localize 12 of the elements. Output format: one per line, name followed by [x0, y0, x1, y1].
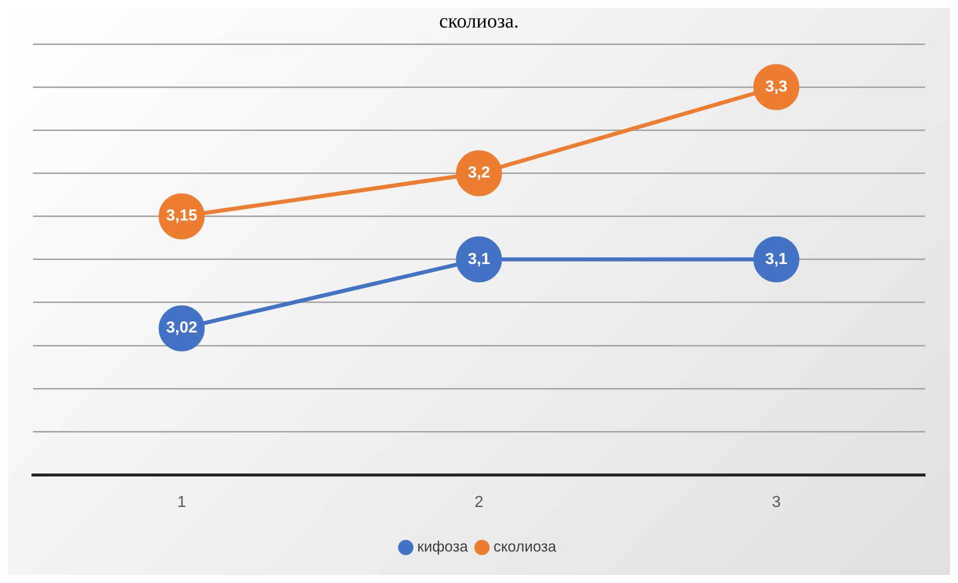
data-label: 3,2: [468, 164, 490, 182]
data-label: 3,02: [166, 320, 198, 337]
data-label: 3,1: [765, 250, 788, 268]
data-label: 3,1: [468, 250, 490, 268]
chart-title: сколиоза.: [439, 10, 519, 32]
legend-label: сколиоза: [493, 538, 557, 556]
x-tick-label: 3: [772, 494, 781, 511]
x-tick-label: 1: [177, 494, 186, 511]
data-label: 3,3: [765, 78, 788, 96]
x-tick-label: 2: [474, 494, 484, 511]
data-label: 3,15: [166, 208, 198, 225]
legend-label: кифоза: [417, 538, 469, 556]
